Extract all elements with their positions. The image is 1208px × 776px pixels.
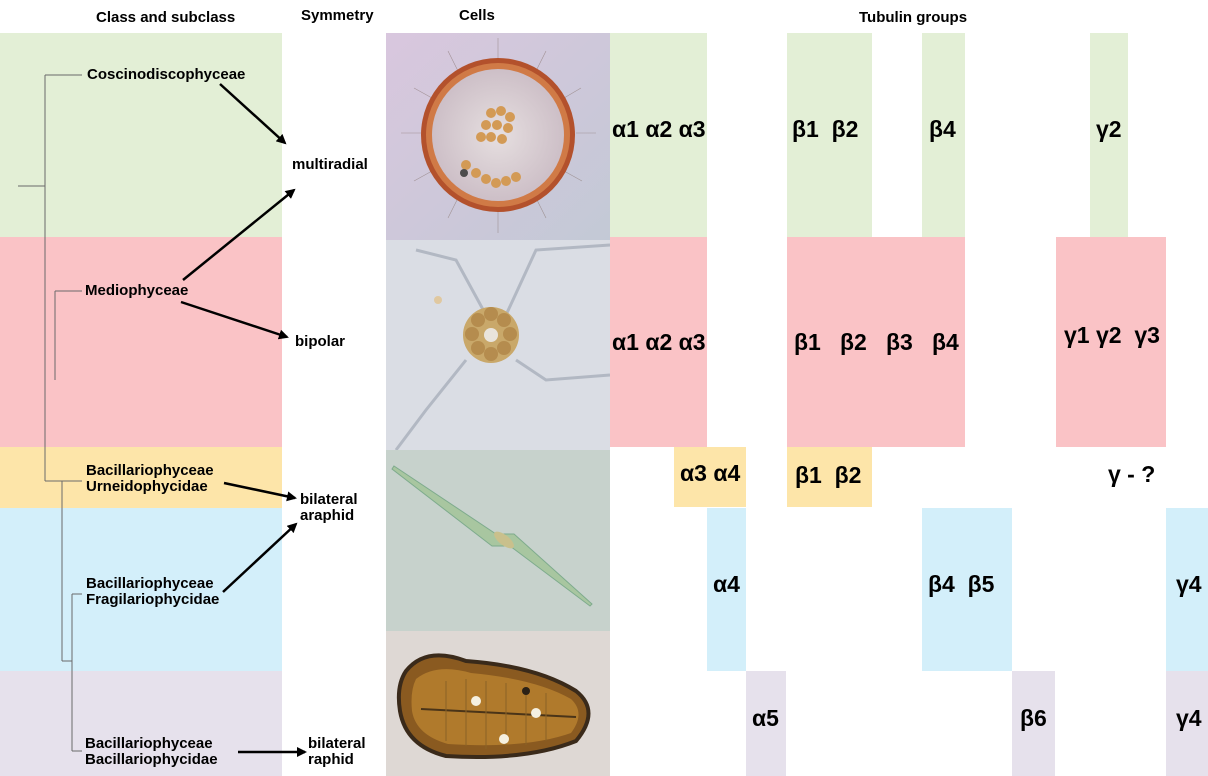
gamma-block-red <box>1056 237 1166 447</box>
gamma-block-purple <box>1166 671 1208 776</box>
header-class-subclass: Class and subclass <box>96 9 236 26</box>
alpha-block-blue <box>707 508 746 671</box>
header-cells: Cells <box>459 7 495 24</box>
gamma-block-blue <box>1166 508 1208 671</box>
tubulin-blue-beta: β4 β5 <box>928 571 995 597</box>
band-coscinodiscophyceae <box>0 33 282 237</box>
class-mediophyceae: Mediophyceae <box>85 282 189 299</box>
tubulin-green-alpha: α1 α2 α3 <box>612 116 706 142</box>
symmetry-bilateral-araphid-line1: bilateral <box>300 491 358 508</box>
cell-image-bacillariophycidae <box>386 631 610 776</box>
band-fragilariophycidae <box>0 508 282 671</box>
symmetry-bipolar: bipolar <box>295 333 346 350</box>
cell-image-fragilariophycidae <box>386 450 610 631</box>
tubulin-purple-alpha: α5 <box>752 705 779 731</box>
beta-block-red <box>787 237 965 447</box>
tubulin-yellow-gamma: γ - ? <box>1108 461 1156 487</box>
symmetry-bilateral-raphid-line2: raphid <box>308 751 354 768</box>
tubulin-green-beta12: β1 β2 <box>792 116 859 142</box>
alpha-block-yellow <box>674 447 746 507</box>
tubulin-purple-beta: β6 <box>1020 705 1047 731</box>
gamma-block-green <box>1090 33 1128 237</box>
tubulin-red-beta: β1 β2 β3 β4 <box>794 329 959 355</box>
band-bacillariophycidae <box>0 671 282 776</box>
class-bacillariophyceae-fragilariophycidae-line1: Bacillariophyceae <box>86 575 214 592</box>
beta-block-green <box>787 33 872 237</box>
cell-image-coscinodiscophyceae <box>386 33 610 240</box>
symmetry-multiradial: multiradial <box>292 156 368 173</box>
tubulin-blue-gamma: γ4 <box>1176 571 1202 597</box>
tubulin-green-gamma: γ2 <box>1096 116 1122 142</box>
alpha-block-red <box>610 237 707 447</box>
tubulin-blue-alpha: α4 <box>713 571 740 597</box>
tubulin-yellow-beta: β1 β2 <box>795 462 862 488</box>
header-tubulin-groups: Tubulin groups <box>859 9 968 26</box>
band-mediophyceae <box>0 237 282 447</box>
class-bacillariophyceae-urneidophycidae-line1: Bacillariophyceae <box>86 462 214 479</box>
beta-block-yellow <box>787 447 872 507</box>
symmetry-bilateral-araphid-line2: araphid <box>300 507 355 524</box>
class-bacillariophyceae-fragilariophycidae-line2: Fragilariophycidae <box>86 591 220 608</box>
tubulin-yellow-alpha: α3 α4 <box>680 460 741 486</box>
beta-block-blue <box>922 508 1012 671</box>
class-coscinodiscophyceae: Coscinodiscophyceae <box>87 66 246 83</box>
cell-image-mediophyceae <box>386 240 610 450</box>
beta4-block-green <box>922 33 965 237</box>
header-symmetry: Symmetry <box>301 7 374 24</box>
tubulin-purple-gamma: γ4 <box>1176 705 1202 731</box>
class-bacillariophyceae-urneidophycidae-line2: Urneidophycidae <box>86 478 208 495</box>
tubulin-red-alpha: α1 α2 α3 <box>612 329 706 355</box>
class-bacillariophyceae-bacillariophycidae-line2: Bacillariophycidae <box>85 751 218 768</box>
alpha-block-green <box>610 33 707 237</box>
tubulin-green-beta4: β4 <box>929 116 956 142</box>
band-urneidophycidae <box>0 447 282 508</box>
tubulin-red-gamma: γ1 γ2 γ3 <box>1064 322 1160 348</box>
alpha-block-purple <box>746 671 786 776</box>
beta-block-purple <box>1012 671 1055 776</box>
symmetry-bilateral-raphid-line1: bilateral <box>308 735 366 752</box>
class-bacillariophyceae-bacillariophycidae-line1: Bacillariophyceae <box>85 735 213 752</box>
